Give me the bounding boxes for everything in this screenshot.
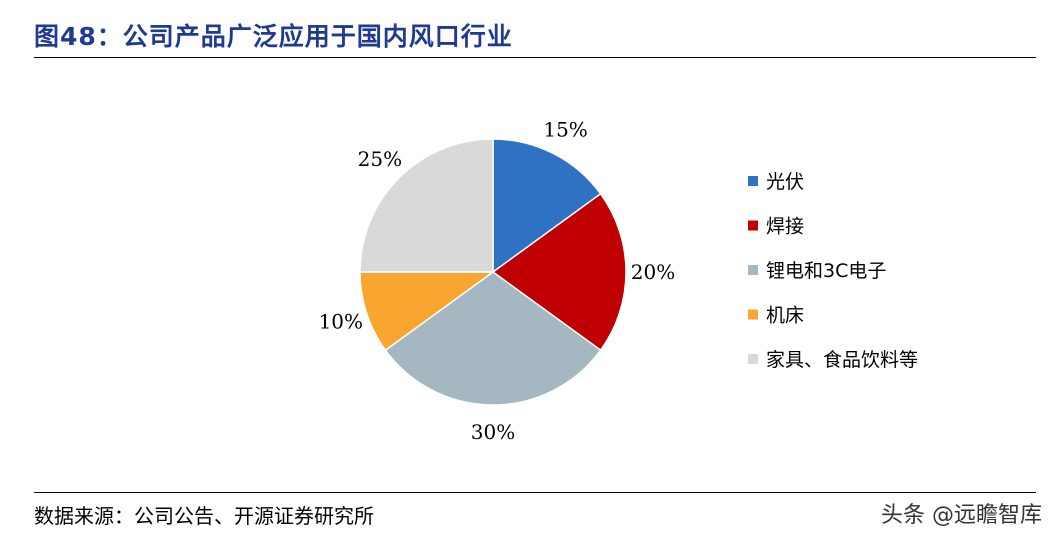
- legend-label: 焊接: [766, 216, 804, 238]
- pie-slice-4: [359, 138, 494, 273]
- pie-data-label: 15%: [543, 117, 587, 141]
- figure-title: 图48：公司产品广泛应用于国内风口行业: [34, 22, 513, 51]
- legend-swatch: [748, 309, 758, 320]
- pie-slices: [359, 138, 627, 406]
- pie-data-label: 25%: [358, 147, 402, 171]
- pie-data-label: 20%: [631, 260, 675, 284]
- pie-data-label: 30%: [471, 420, 515, 444]
- legend-label: 光伏: [766, 171, 804, 193]
- legend-label: 机床: [766, 305, 804, 327]
- pie-slice-0: [492, 138, 602, 274]
- pie-slice-2: [384, 271, 602, 406]
- source-note: 数据来源：公司公告、开源证券研究所: [34, 504, 374, 528]
- legend-swatch: [748, 354, 758, 364]
- legend-swatch: [748, 176, 758, 186]
- legend-swatch: [748, 220, 758, 231]
- pie-data-labels: 15% 20% 30% 10% 25%: [319, 117, 676, 444]
- legend-label: 锂电和3C电子: [766, 260, 886, 282]
- pie-slice-1: [491, 192, 627, 352]
- pie-slice-3: [359, 271, 496, 352]
- legend-label: 家具、食品饮料等: [766, 349, 918, 371]
- watermark: 头条 @远瞻智库: [881, 503, 1042, 528]
- source-divider: [34, 492, 1036, 493]
- title-divider: [34, 57, 1036, 58]
- pie-data-label: 10%: [319, 309, 363, 333]
- legend-swatch: [748, 265, 758, 275]
